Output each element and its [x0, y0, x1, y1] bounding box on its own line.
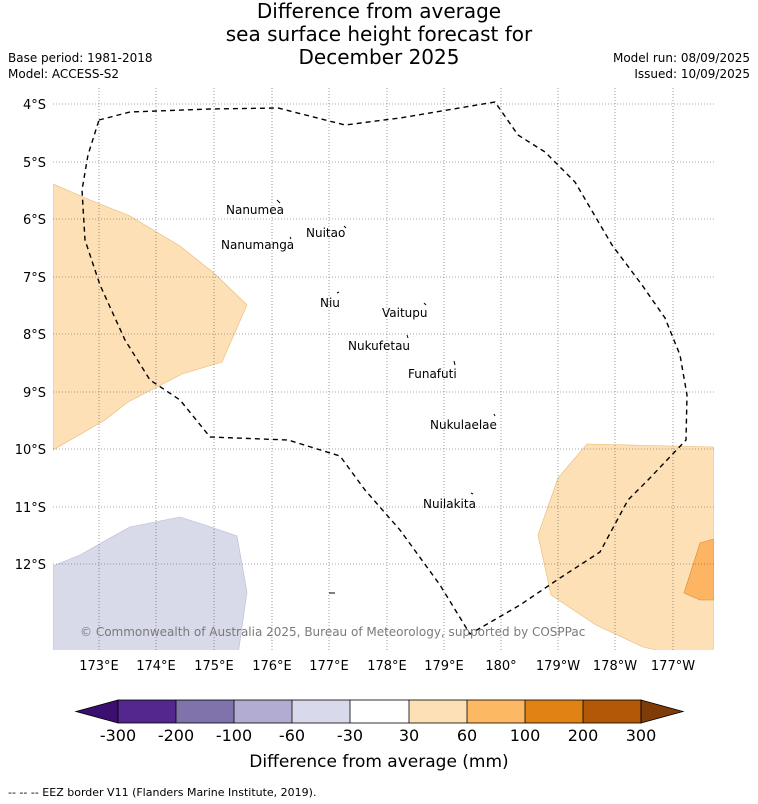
- colorbar-bin-1: [118, 700, 176, 723]
- colorbar-bin-6: [409, 700, 467, 723]
- island-label-nukufetau: Nukufetau: [348, 339, 410, 353]
- colorbar-extend-high: [640, 699, 685, 724]
- southwest-negative-anomaly: [53, 516, 248, 650]
- issued-date: Issued: 10/09/2025: [634, 67, 750, 81]
- colorbar-label-neg300: -300: [100, 726, 136, 745]
- lon-label-177e: 177°E: [309, 659, 349, 674]
- colorbar-label-neg60: -60: [279, 726, 305, 745]
- colorbar-bin-8: [525, 700, 583, 723]
- lon-label-180: 180°: [485, 659, 516, 674]
- lon-label-174e: 174°E: [136, 659, 176, 674]
- model-name: Model: ACCESS-S2: [8, 67, 120, 81]
- colorbar-label-30: 30: [399, 726, 419, 745]
- lon-label-175e: 175°E: [194, 659, 234, 674]
- colorbar-label-neg30: -30: [337, 726, 363, 745]
- colorbar-extend-low: [74, 699, 119, 724]
- island-label-nukulaelae: Nukulaelae: [430, 418, 497, 432]
- lon-label-176e: 176°E: [252, 659, 292, 674]
- lat-label-4s: 4°S: [23, 98, 46, 113]
- island-label-nanumea: Nanumea: [226, 203, 284, 217]
- colorbar-label-200: 200: [568, 726, 599, 745]
- eez-legend-note: -- -- -- EEZ border V11 (Flanders Marine…: [8, 786, 317, 799]
- southeast-edge-anomaly: [683, 538, 714, 601]
- title-line-3: December 2025: [298, 45, 460, 69]
- colorbar-label-60: 60: [457, 726, 477, 745]
- island-label-nuilakita: Nuilakita: [423, 497, 476, 511]
- colorbar-label-neg100: -100: [216, 726, 252, 745]
- lon-label-179w: 179°W: [536, 659, 580, 674]
- lon-label-178e: 178°E: [367, 659, 407, 674]
- title-line-2: sea surface height forecast for: [225, 22, 533, 46]
- lon-label-178w: 178°W: [593, 659, 637, 674]
- island-label-nuitao: Nuitao: [306, 226, 345, 240]
- meta-right: Model run: 08/09/2025 Issued: 10/09/2025: [613, 50, 750, 82]
- map-area: Nanumea Nuitao Nanumanga Niu Vaitupu Nuk…: [53, 88, 714, 650]
- model-run: Model run: 08/09/2025: [612, 51, 750, 65]
- colorbar-label-neg200: -200: [158, 726, 194, 745]
- lat-label-12s: 12°S: [15, 558, 46, 573]
- island-label-vaitupu: Vaitupu: [382, 306, 428, 320]
- colorbar-title: Difference from average (mm): [249, 752, 508, 772]
- lon-label-179e: 179°E: [424, 659, 464, 674]
- lon-label-177w: 177°W: [651, 659, 695, 674]
- colorbar-bin-2: [176, 700, 234, 723]
- colorbar-frame: [117, 699, 642, 724]
- southeast-positive-anomaly: [537, 443, 714, 650]
- colorbar-bin-4: [292, 700, 350, 723]
- colorbar-bin-7: [467, 700, 525, 723]
- title-line-1: Difference from average: [256, 0, 502, 23]
- meta-left: Base period: 1981-2018 Model: ACCESS-S2: [8, 50, 153, 82]
- base-period: Base period: 1981-2018: [8, 51, 153, 65]
- island-label-funafuti: Funafuti: [408, 367, 457, 381]
- lat-label-8s: 8°S: [23, 328, 46, 343]
- colorbar-bin-5: [350, 700, 409, 723]
- map-title: Difference from average sea surface heig…: [0, 0, 758, 69]
- colorbar-label-100: 100: [510, 726, 541, 745]
- lat-label-6s: 6°S: [23, 213, 46, 228]
- island-label-niu: Niu: [320, 296, 340, 310]
- colorbar-bin-3: [234, 700, 292, 723]
- island-marks: [276, 199, 496, 594]
- lon-label-173e: 173°E: [79, 659, 119, 674]
- lat-label-11s: 11°S: [15, 501, 46, 516]
- gridlines: [53, 88, 714, 650]
- lat-label-10s: 10°S: [15, 443, 46, 458]
- lat-label-7s: 7°S: [23, 271, 46, 286]
- lat-label-9s: 9°S: [23, 386, 46, 401]
- copyright-notice: © Commonwealth of Australia 2025, Bureau…: [80, 625, 585, 639]
- lat-label-5s: 5°S: [23, 156, 46, 171]
- colorbar: -300 -200 -100 -60 -30 30 60 100 200 300…: [74, 699, 685, 772]
- island-label-nanumanga: Nanumanga: [221, 238, 294, 252]
- west-positive-anomaly: [53, 183, 248, 451]
- colorbar-label-300: 300: [626, 726, 657, 745]
- colorbar-bin-9: [583, 700, 641, 723]
